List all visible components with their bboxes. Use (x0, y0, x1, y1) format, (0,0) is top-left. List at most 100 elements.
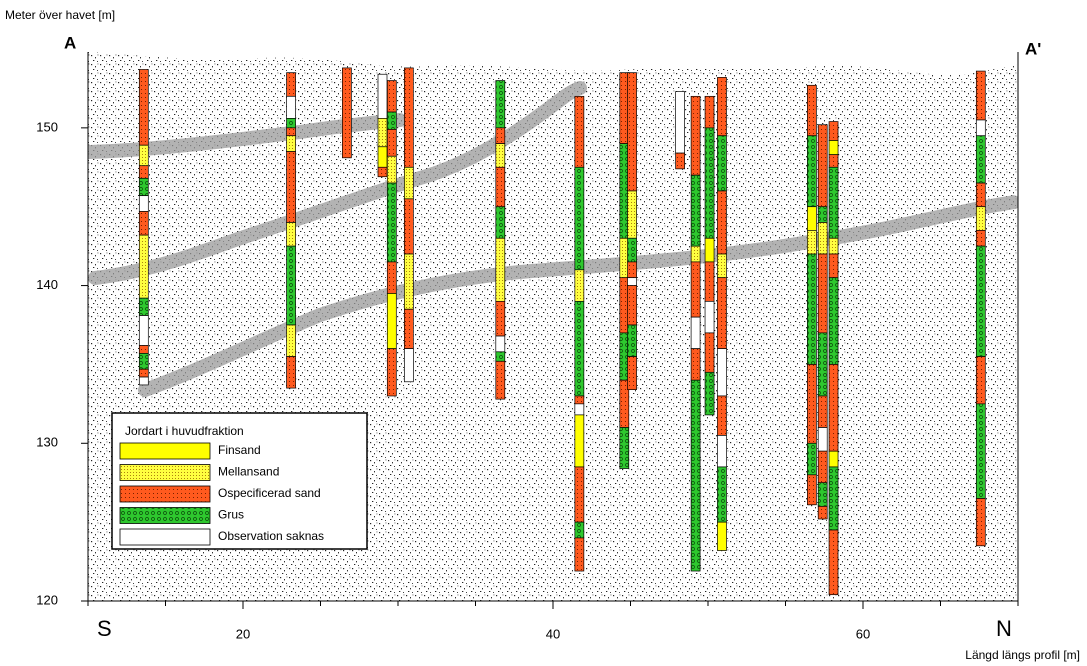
soil-segment (287, 136, 296, 152)
soil-segment (976, 357, 985, 404)
soil-segment (628, 286, 637, 325)
soil-segment (705, 333, 714, 372)
soil-segment (976, 230, 985, 246)
soil-segment (976, 183, 985, 207)
soil-segment (818, 428, 827, 452)
section-start: A (64, 33, 76, 52)
soil-segment (807, 85, 816, 135)
soil-segment (139, 346, 148, 354)
soil-segment (139, 145, 148, 166)
soil-segment (829, 238, 838, 254)
legend-title: Jordart i huvudfraktion (125, 424, 244, 438)
soil-segment (387, 262, 396, 294)
section-end: A' (1025, 39, 1041, 58)
soil-segment (575, 270, 584, 302)
legend-texture (120, 486, 210, 502)
soil-segment (829, 167, 838, 238)
soil-segment (575, 467, 584, 522)
soil-segment (404, 349, 413, 382)
soil-segment (691, 96, 700, 175)
soil-segment (387, 112, 396, 129)
soil-segment (691, 262, 700, 317)
soil-segment (287, 325, 296, 357)
soil-segment (829, 467, 838, 530)
soil-segment (387, 129, 396, 156)
legend-texture (120, 508, 210, 524)
soil-segment (496, 81, 505, 128)
soil-segment (287, 128, 296, 136)
soil-segment (976, 246, 985, 356)
soil-segment (628, 262, 637, 278)
soil-segment (829, 278, 838, 365)
soil-segment (139, 316, 148, 346)
soil-segment (287, 118, 296, 127)
legend-swatch (120, 443, 210, 459)
x-axis-label: Längd längs profil [m] (965, 648, 1080, 662)
soil-segment (829, 122, 838, 141)
soil-segment (717, 522, 726, 550)
legend-swatch (120, 529, 210, 545)
soil-segment (139, 211, 148, 235)
soil-segment (717, 467, 726, 522)
soil-segment (387, 81, 396, 113)
soil-segment (496, 167, 505, 206)
soil-segment (807, 207, 816, 231)
soil-segment (807, 254, 816, 364)
soil-segment (829, 155, 838, 168)
soil-segment (287, 246, 296, 325)
soil-segment (628, 191, 637, 238)
soil-segment (620, 428, 629, 469)
soil-segment (717, 136, 726, 191)
soil-segment (139, 298, 148, 315)
soil-segment (139, 196, 148, 212)
soil-segment (378, 74, 387, 118)
soil-segment (575, 167, 584, 270)
soil-segment (628, 238, 637, 262)
soil-segment (628, 325, 637, 357)
soil-segment (976, 136, 985, 183)
soil-segment (807, 230, 816, 254)
soil-segment (387, 156, 396, 183)
soil-segment (829, 364, 838, 451)
soil-segment (378, 167, 387, 176)
soil-segment (818, 207, 827, 223)
soil-segment (717, 349, 726, 396)
y-tick-label: 130 (36, 435, 58, 450)
soil-segment (818, 222, 827, 254)
soil-segment (378, 147, 387, 168)
soil-segment (807, 136, 816, 207)
x-tick-label: 60 (856, 626, 870, 641)
soil-segment (717, 396, 726, 435)
soil-segment (829, 254, 838, 278)
legend: Jordart i huvudfraktion FinsandMellansan… (112, 413, 367, 549)
soil-segment (976, 404, 985, 499)
soil-segment (628, 73, 637, 191)
soil-segment (496, 301, 505, 336)
soil-segment (496, 128, 505, 144)
soil-segment (818, 125, 827, 207)
soil-segment (496, 336, 505, 352)
soil-segment (496, 352, 505, 361)
soil-segment (496, 207, 505, 239)
soil-segment (829, 530, 838, 595)
soil-segment (575, 301, 584, 396)
soil-segment (139, 166, 148, 179)
soil-segment (404, 199, 413, 254)
soil-segment (378, 118, 387, 146)
soil-segment (976, 498, 985, 545)
soil-segment (705, 301, 714, 333)
soil-segment (287, 73, 296, 97)
soil-segment (705, 96, 714, 128)
soil-segment (717, 435, 726, 467)
soil-segment (387, 349, 396, 396)
soil-segment (287, 357, 296, 389)
soil-segment (575, 396, 584, 404)
direction-end: N (996, 616, 1012, 641)
soil-segment (717, 77, 726, 135)
soil-segment (807, 475, 816, 505)
soil-segment (818, 483, 827, 507)
soil-segment (287, 222, 296, 246)
soil-segment (807, 364, 816, 443)
soil-segment (404, 167, 413, 199)
soil-segment (628, 357, 637, 390)
